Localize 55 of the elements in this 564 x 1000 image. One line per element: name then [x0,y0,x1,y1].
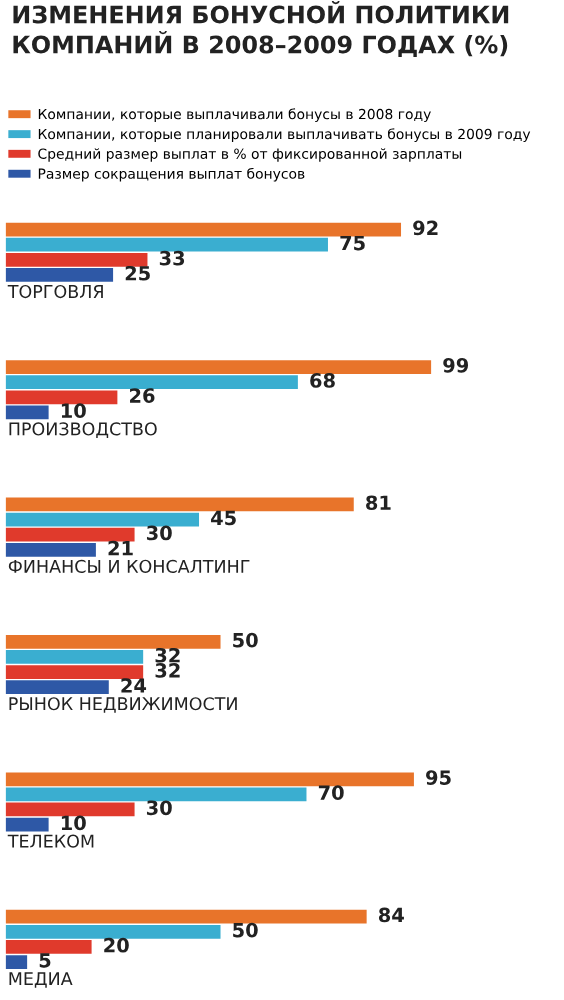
bar [5,512,200,527]
data-label: 50 [233,922,258,938]
chart-title: ИЗМЕНЕНИЯ БОНУСНОЙ ПОЛИТИКИ КОМПАНИЙ В 2008–2009 ГОДАХ (%) [13,1,509,57]
bar [5,787,307,802]
data-label: 20 [104,937,129,953]
bar [5,252,148,267]
data-label: 32 [155,663,180,678]
data-label: 21 [108,540,133,556]
data-label: 24 [121,678,147,693]
data-label: 95 [426,770,451,785]
y-tick-label: МЕДИА [9,972,73,988]
bar [5,634,221,649]
data-label: 26 [130,388,155,403]
bar [5,527,135,542]
data-label: 81 [366,495,391,511]
bar [5,542,96,557]
data-label: 30 [146,800,172,816]
y-tick-label: ТЕЛЕКОМ [7,834,94,848]
bar [5,940,92,954]
bar [5,817,49,832]
data-label: 99 [443,357,469,373]
y-tick-label: ТОРГОВЛЯ [7,284,103,299]
bar [5,802,135,817]
data-label: 92 [413,220,438,236]
data-label: 50 [233,632,258,648]
bar [5,680,109,695]
bar [5,772,414,787]
bar [5,650,144,664]
bar [5,390,118,405]
bar [5,268,114,282]
bar [5,665,144,679]
bar [5,222,402,237]
y-tick-label: ФИНАНСЫ И КОНСАЛТИНГ [8,559,250,573]
y-tick-label: РЫНОК НЕДВИЖИМОСТИ [9,697,237,713]
bar [5,237,328,252]
data-label: 10 [61,815,86,831]
data-label: 75 [340,235,365,251]
bar [5,375,298,390]
bar [5,497,354,512]
bar [5,360,432,374]
y-tick-label: ПРОИЗВОДСТВО [9,422,157,439]
bar [5,909,367,924]
data-label: 84 [378,907,404,923]
bar [5,924,221,939]
bar [5,405,49,420]
data-label: 45 [211,510,236,526]
data-label: 70 [318,785,344,801]
data-label: 32 [155,647,180,663]
data-label: 10 [61,403,86,419]
data-label: 68 [310,373,335,388]
data-label: 25 [125,265,150,281]
data-label: 5 [39,953,51,968]
data-label: 33 [159,250,185,266]
bar [5,955,28,969]
data-label: 30 [146,525,172,541]
